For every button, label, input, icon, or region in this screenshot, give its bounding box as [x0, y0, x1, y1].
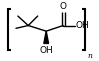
Text: OH: OH [39, 46, 53, 55]
Polygon shape [44, 31, 49, 43]
Text: O: O [60, 2, 67, 11]
Text: OH: OH [76, 21, 90, 30]
Text: n: n [88, 52, 93, 60]
